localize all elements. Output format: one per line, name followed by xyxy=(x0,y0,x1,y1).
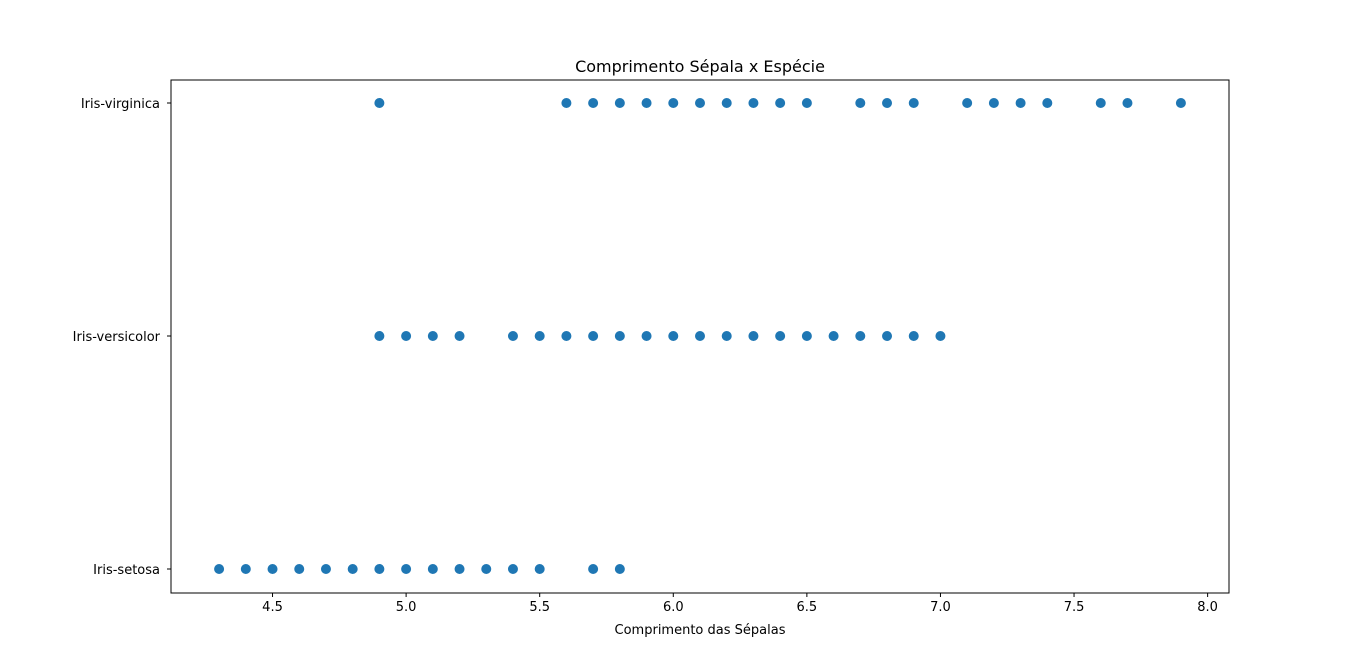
data-point xyxy=(588,564,599,574)
y-tick-label: Iris-setosa xyxy=(93,563,160,578)
y-axis: Iris-setosa Iris-versicolor Iris-virginica xyxy=(73,97,171,578)
data-point xyxy=(668,98,679,108)
x-tick-label: 4.5 xyxy=(262,600,283,615)
data-point xyxy=(561,331,572,341)
data-point xyxy=(534,564,545,574)
data-point xyxy=(828,331,839,341)
data-point xyxy=(882,98,893,108)
data-point xyxy=(801,98,812,108)
data-point xyxy=(374,98,385,108)
data-point xyxy=(855,98,866,108)
data-point xyxy=(855,331,866,341)
data-point xyxy=(721,98,732,108)
x-tick-label: 5.0 xyxy=(396,600,417,615)
x-tick-label: 7.5 xyxy=(1064,600,1085,615)
x-axis: 4.5 5.0 5.5 6.0 6.5 7.0 7.5 8.0 xyxy=(262,593,1218,615)
data-point xyxy=(962,98,973,108)
data-point xyxy=(588,98,599,108)
data-point xyxy=(454,331,465,341)
data-point xyxy=(1042,98,1053,108)
data-point xyxy=(427,331,438,341)
data-point xyxy=(641,331,652,341)
x-tick-label: 6.5 xyxy=(797,600,818,615)
data-point xyxy=(935,331,946,341)
data-point xyxy=(507,564,518,574)
data-point xyxy=(374,331,385,341)
data-point xyxy=(427,564,438,574)
data-point xyxy=(481,564,492,574)
data-point xyxy=(267,564,278,574)
data-point xyxy=(668,331,679,341)
data-point xyxy=(801,331,812,341)
data-point xyxy=(695,98,705,108)
chart-title: Comprimento Sépala x Espécie xyxy=(575,57,825,76)
data-point xyxy=(214,564,225,574)
data-point xyxy=(614,564,625,574)
data-point xyxy=(748,331,759,341)
data-point xyxy=(775,331,786,341)
data-point xyxy=(401,331,412,341)
data-point xyxy=(882,331,893,341)
data-point xyxy=(614,98,625,108)
data-point xyxy=(454,564,465,574)
x-tick-label: 8.0 xyxy=(1197,600,1218,615)
data-point xyxy=(401,564,412,574)
data-point xyxy=(561,98,572,108)
data-point xyxy=(1175,98,1186,108)
data-point xyxy=(641,98,652,108)
data-point xyxy=(695,331,705,341)
data-points xyxy=(214,98,1186,574)
y-tick-label: Iris-virginica xyxy=(81,97,160,112)
data-point xyxy=(908,98,919,108)
y-tick-label: Iris-versicolor xyxy=(73,330,161,345)
x-tick-label: 6.0 xyxy=(663,600,684,615)
data-point xyxy=(374,564,385,574)
data-point xyxy=(775,98,786,108)
data-point xyxy=(320,564,331,574)
data-point xyxy=(988,98,999,108)
data-point xyxy=(1015,98,1026,108)
x-axis-title: Comprimento das Sépalas xyxy=(615,623,786,638)
data-point xyxy=(534,331,545,341)
data-point xyxy=(347,564,358,574)
data-point xyxy=(908,331,919,341)
data-point xyxy=(240,564,251,574)
data-point xyxy=(721,331,732,341)
x-tick-label: 7.0 xyxy=(930,600,951,615)
x-tick-label: 5.5 xyxy=(529,600,550,615)
data-point xyxy=(588,331,599,341)
data-point xyxy=(294,564,305,574)
data-point xyxy=(748,98,759,108)
data-point xyxy=(507,331,518,341)
data-point xyxy=(1095,98,1106,108)
data-point xyxy=(614,331,625,341)
data-point xyxy=(1122,98,1133,108)
